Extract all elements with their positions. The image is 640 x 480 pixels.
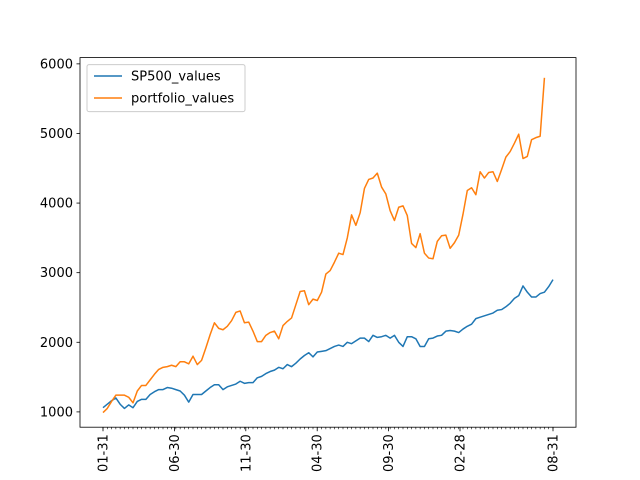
series-lines xyxy=(102,77,554,414)
x-tick-label: 11-30 xyxy=(239,434,254,472)
y-tick-label: 4000 xyxy=(40,197,73,212)
x-tick-label: 01-31 xyxy=(97,434,112,472)
y-tick-label: 6000 xyxy=(40,57,73,72)
series-line-SP500_values xyxy=(102,279,554,410)
legend-label-SP500_values: SP500_values xyxy=(131,70,221,85)
y-tick-label: 1000 xyxy=(40,405,73,420)
legend-label-portfolio_values: portfolio_values xyxy=(131,92,234,107)
plot-frame xyxy=(79,57,577,428)
y-tick-label: 3000 xyxy=(40,266,73,281)
y-tick-label: 5000 xyxy=(40,127,73,142)
legend: SP500_values portfolio_values xyxy=(86,64,246,113)
x-tick-label: 04-30 xyxy=(311,434,326,472)
legend-box xyxy=(86,64,246,113)
y-tick-label: 2000 xyxy=(40,336,73,351)
series-line-portfolio_values xyxy=(102,77,546,414)
x-axis: 01-31 06-30 11-30 04-30 09-30 02-28 08-31 xyxy=(97,427,562,472)
x-tick-label: 02-28 xyxy=(454,434,469,472)
x-tick-label: 06-30 xyxy=(168,434,183,472)
y-axis: 1000 2000 3000 4000 5000 6000 xyxy=(40,57,80,420)
x-tick-label: 08-31 xyxy=(547,434,562,472)
x-tick-label: 09-30 xyxy=(382,434,397,472)
